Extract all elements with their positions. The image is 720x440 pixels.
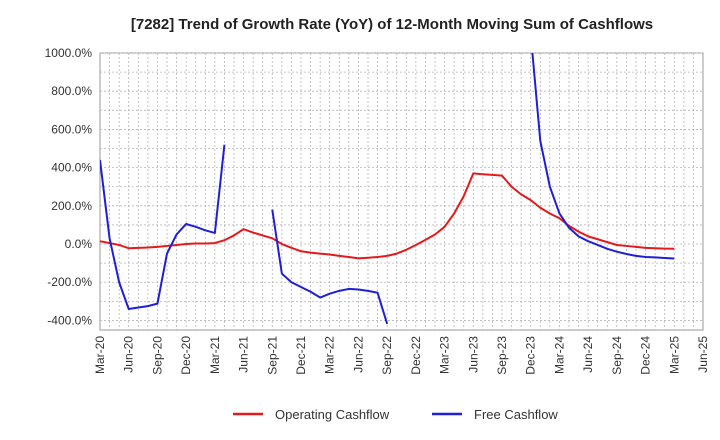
x-tick-label: Mar-25 (667, 336, 681, 374)
x-tick-label: Sep-23 (495, 336, 509, 375)
chart-title: [7282] Trend of Growth Rate (YoY) of 12-… (131, 16, 653, 33)
y-tick-label: -200.0% (47, 275, 92, 289)
series-line-free-cashflow (531, 53, 675, 260)
series-line-free-cashflow (100, 144, 226, 310)
x-tick-label: Mar-22 (323, 336, 337, 374)
y-tick-label: 800.0% (51, 84, 92, 98)
x-tick-label: Dec-22 (409, 336, 423, 375)
legend-label-free-cashflow: Free Cashflow (474, 407, 558, 422)
x-tick-label: Mar-24 (552, 336, 566, 374)
x-tick-label: Jun-24 (581, 336, 595, 373)
y-tick-label: 400.0% (51, 161, 92, 175)
x-tick-label: Jun-20 (122, 336, 136, 373)
y-tick-label: 600.0% (51, 122, 92, 136)
x-tick-label: Dec-24 (639, 336, 653, 375)
y-tick-label: -400.0% (47, 313, 92, 327)
x-tick-label: Mar-20 (93, 336, 107, 374)
x-tick-label: Jun-23 (466, 336, 480, 373)
x-tick-label: Jun-25 (696, 336, 710, 373)
x-tick-label: Sep-24 (610, 336, 624, 375)
x-tick-label: Dec-20 (179, 336, 193, 375)
x-tick-label: Mar-21 (208, 336, 222, 374)
x-tick-label: Jun-21 (237, 336, 251, 373)
x-tick-label: Dec-21 (294, 336, 308, 375)
plot-area (99, 52, 704, 331)
series-line-free-cashflow (271, 209, 389, 325)
series-layer (100, 53, 675, 325)
x-axis: Mar-20 Jun-20 Sep-20 Dec-20 Mar-21 Jun-21 Sep-… (93, 336, 710, 375)
series-line-operating-cashflow (100, 172, 675, 260)
x-tick-label: Sep-20 (150, 336, 164, 375)
x-tick-label: Jun-22 (351, 336, 365, 373)
legend-label-operating-cashflow: Operating Cashflow (275, 407, 390, 422)
y-tick-label: 1000.0% (45, 46, 93, 60)
x-tick-label: Dec-23 (524, 336, 538, 375)
y-axis: 1000.0% 800.0% 600.0% 400.0% 200.0% 0.0% -200.… (45, 46, 93, 327)
x-tick-label: Sep-22 (380, 336, 394, 375)
legend: Operating Cashflow Free Cashflow (233, 407, 558, 422)
x-tick-label: Sep-21 (265, 336, 279, 375)
x-tick-label: Mar-23 (438, 336, 452, 374)
y-tick-label: 200.0% (51, 199, 92, 213)
gridlines (100, 52, 703, 330)
y-tick-label: 0.0% (65, 237, 93, 251)
